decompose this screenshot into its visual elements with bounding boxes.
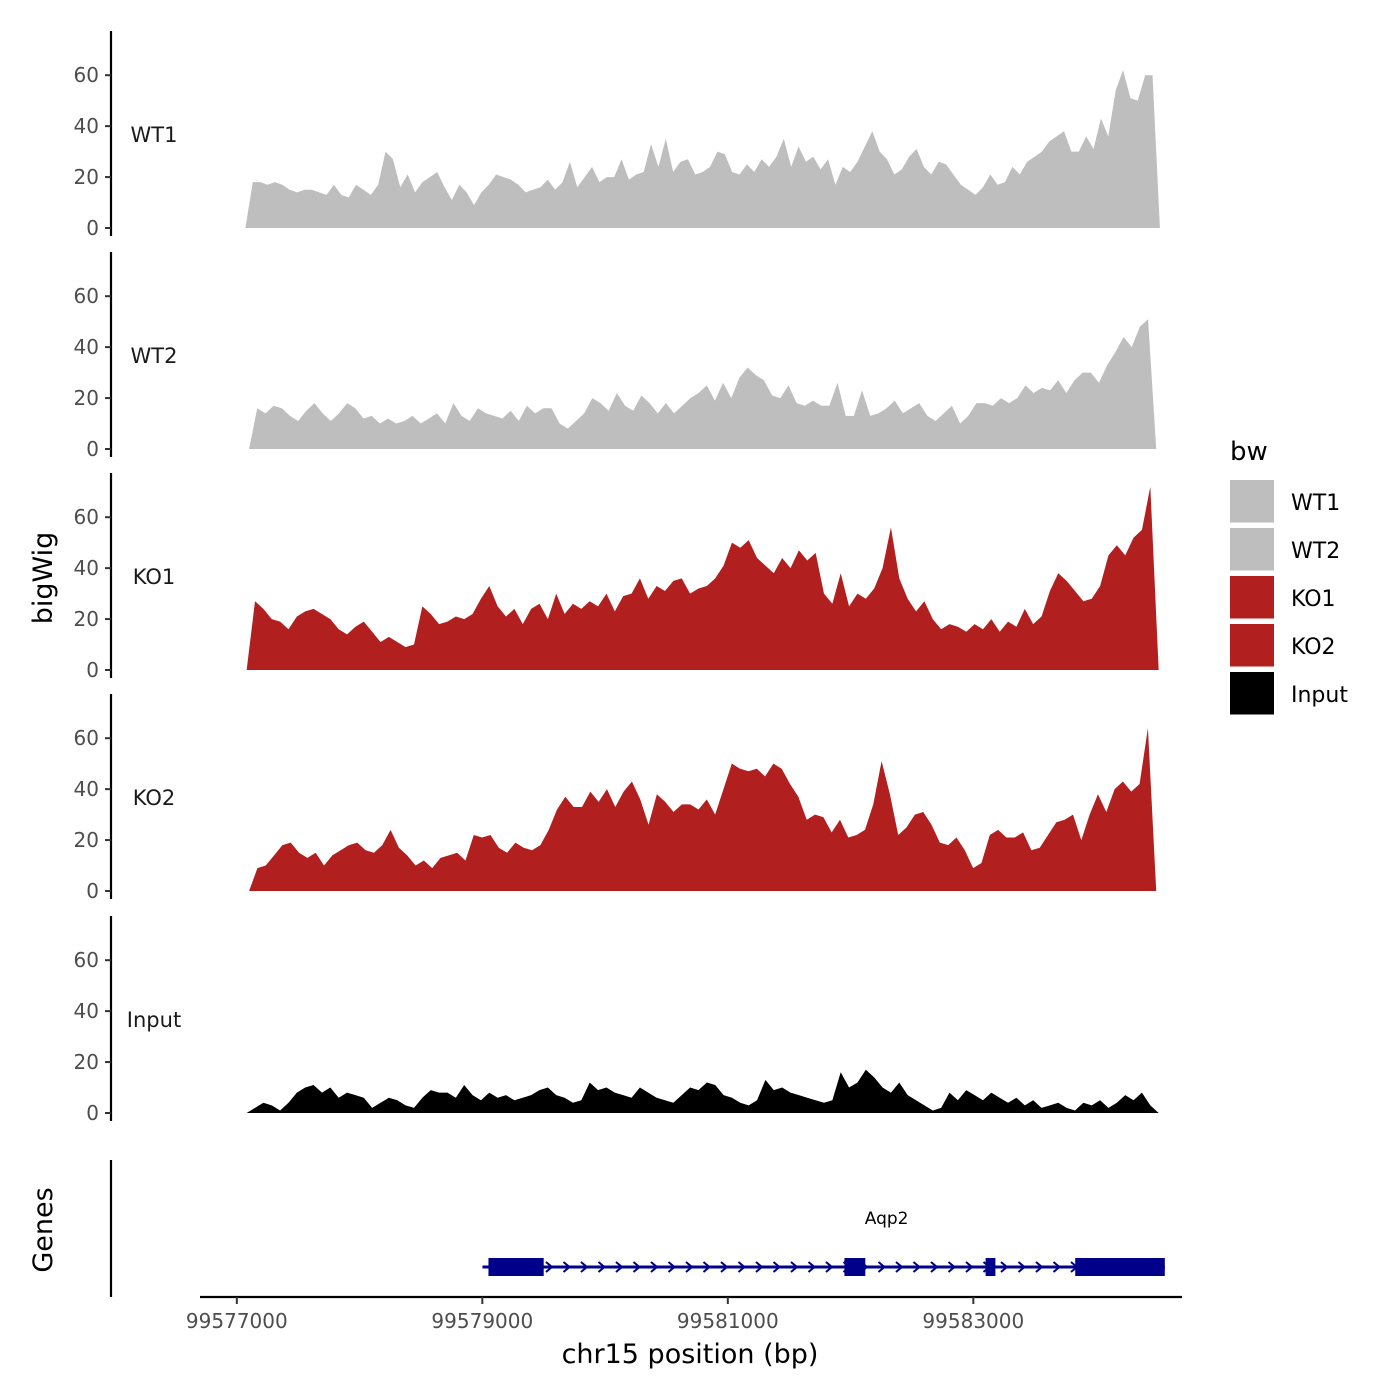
track-input: 0 20 40 60 Input (74, 916, 1159, 1125)
legend-key-wt1 (1230, 480, 1274, 524)
legend-title: bw (1230, 437, 1268, 467)
strand-chevron (930, 1261, 939, 1273)
track-ko2: 0 20 40 60 KO2 (74, 694, 1157, 903)
y-tick-label: 40 (74, 335, 99, 359)
x-axis-title: chr15 position (bp) (562, 1339, 819, 1370)
strand-chevron (912, 1261, 922, 1273)
legend-label-ko1: KO1 (1291, 587, 1336, 612)
strand-chevron (720, 1261, 729, 1273)
legend-key-ko2 (1230, 624, 1274, 668)
strand-chevron (632, 1261, 642, 1273)
track-label-ko2: KO2 (133, 786, 176, 810)
y-tick-label: 60 (74, 284, 99, 308)
gene-exon (844, 1258, 866, 1276)
coverage-area-ko1 (246, 486, 1159, 670)
legend-key-wt2 (1230, 528, 1274, 572)
legend-label-ko2: KO2 (1291, 635, 1336, 660)
strand-chevron (1000, 1261, 1009, 1273)
gene-exon (488, 1258, 544, 1276)
x-tick-label: 99583000 (922, 1309, 1024, 1333)
y-tick-label: 20 (74, 828, 99, 852)
strand-chevron (667, 1261, 677, 1273)
strand-chevron (965, 1261, 974, 1273)
strand-chevron (790, 1261, 799, 1273)
strand-chevron (895, 1261, 904, 1273)
strand-chevron (650, 1261, 659, 1273)
strand-chevron (597, 1261, 607, 1273)
gene-name-label: Aqp2 (865, 1209, 909, 1229)
track-label-wt2: WT2 (131, 344, 178, 368)
y-tick-label: 0 (86, 216, 99, 240)
y-tick-label: 20 (74, 607, 99, 631)
legend-key-ko1 (1230, 576, 1274, 620)
strand-chevron (580, 1261, 589, 1273)
coverage-area-ko2 (249, 728, 1157, 891)
x-axis: 99577000 99579000 99581000 99583000 (186, 1295, 1182, 1333)
genes-track-title: Genes (28, 1187, 59, 1272)
track-label-wt1: WT1 (131, 123, 178, 147)
y-tick-label: 60 (74, 63, 99, 87)
strand-chevron (737, 1261, 747, 1273)
gene-exon (1075, 1258, 1165, 1276)
y-tick-label: 20 (74, 165, 99, 189)
gene-exon (985, 1258, 996, 1276)
y-tick-label: 60 (74, 726, 99, 750)
track-label-input: Input (127, 1008, 181, 1032)
y-tick-label: 60 (74, 505, 99, 529)
y-tick-label: 0 (86, 1101, 99, 1125)
x-tick-label: 99581000 (677, 1309, 779, 1333)
y-tick-label: 60 (74, 948, 99, 972)
x-tick-label: 99579000 (431, 1309, 533, 1333)
y-tick-label: 40 (74, 777, 99, 801)
track-ko1: 0 20 40 60 KO1 (74, 473, 1159, 682)
y-tick-label: 0 (86, 658, 99, 682)
strand-chevron (545, 1261, 554, 1273)
y-tick-label: 40 (74, 556, 99, 580)
x-tick-label: 99577000 (186, 1309, 288, 1333)
strand-chevron (615, 1261, 624, 1273)
track-wt2: 0 20 40 60 WT2 (74, 252, 1157, 461)
y-tick-label: 20 (74, 386, 99, 410)
y-axis-title: bigWig (28, 532, 59, 625)
strand-chevron (807, 1261, 817, 1273)
strand-chevron (772, 1261, 782, 1273)
coverage-area-wt1 (245, 70, 1160, 228)
strand-chevron (755, 1261, 764, 1273)
strand-chevron (1017, 1261, 1027, 1273)
legend-label-wt1: WT1 (1291, 491, 1340, 516)
y-tick-label: 40 (74, 114, 99, 138)
track-wt1: 0 20 40 60 WT1 (74, 31, 1160, 240)
coverage-area-input (246, 1069, 1159, 1113)
legend-label-input: Input (1291, 683, 1348, 708)
y-tick-label: 20 (74, 1050, 99, 1074)
strand-chevron (702, 1261, 712, 1273)
strand-chevron (877, 1261, 887, 1273)
y-tick-label: 40 (74, 999, 99, 1023)
track-label-ko1: KO1 (133, 565, 176, 589)
strand-chevron (1035, 1261, 1044, 1273)
strand-chevron (685, 1261, 694, 1273)
y-tick-label: 0 (86, 437, 99, 461)
legend-label-wt2: WT2 (1291, 539, 1340, 564)
legend: bw WT1 WT2 KO1 KO2 Input (1230, 437, 1348, 718)
strand-chevron (562, 1261, 572, 1273)
genes-track: Aqp2 (109, 1160, 1165, 1297)
y-tick-label: 0 (86, 879, 99, 903)
legend-key-input (1230, 672, 1274, 716)
strand-chevron (825, 1261, 834, 1273)
coverage-area-wt2 (249, 319, 1157, 449)
tracks-layer: 0 20 40 60 WT1 0 20 40 60 WT2 0 20 40 60 KO1 0 20 40 60 KO2… (74, 31, 1160, 1125)
strand-chevron (1052, 1261, 1062, 1273)
strand-chevron (947, 1261, 957, 1273)
